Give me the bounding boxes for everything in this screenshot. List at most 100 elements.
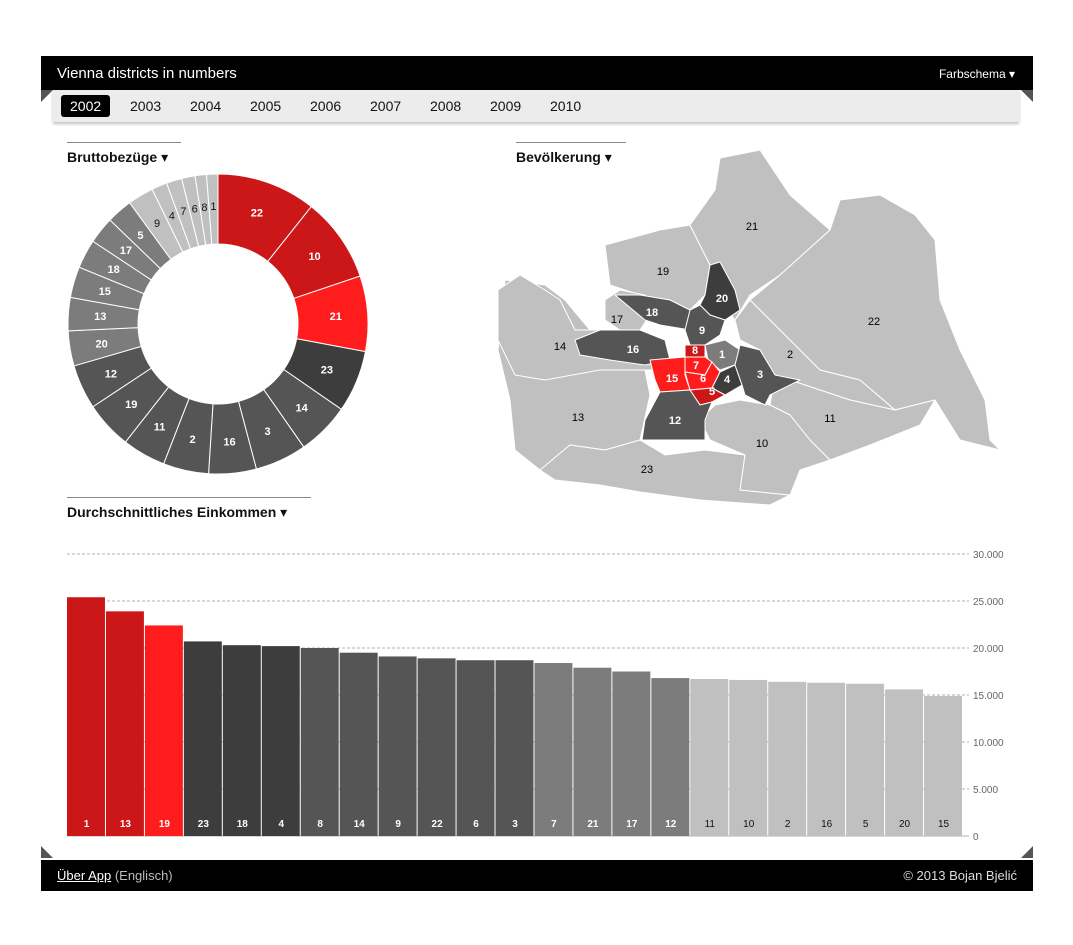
map-district-10[interactable] — [699, 399, 831, 496]
bar-label: 13 — [120, 819, 132, 830]
y-tick-label: 5.000 — [973, 785, 998, 796]
year-tab-2004[interactable]: 2004 — [190, 98, 222, 114]
donut-slice-label: 1 — [210, 201, 216, 213]
bar-label: 1 — [84, 819, 90, 830]
bar-district-12[interactable] — [651, 678, 690, 836]
year-tab-2009[interactable]: 2009 — [490, 98, 522, 114]
map-district-3[interactable] — [734, 344, 801, 406]
donut-slice-label: 3 — [265, 426, 271, 438]
donut-metric-dropdown[interactable]: Bruttobezüge ▾ — [67, 142, 181, 166]
y-tick-label: 10.000 — [973, 738, 1004, 749]
map-label-21: 21 — [746, 221, 758, 233]
bar-label: 6 — [473, 819, 479, 830]
map-label-6: 6 — [700, 373, 706, 385]
bar-district-9[interactable] — [378, 656, 417, 836]
donut-slice-label: 23 — [321, 364, 333, 376]
bar-district-4[interactable] — [261, 646, 300, 836]
map-district-12[interactable] — [641, 389, 713, 441]
y-tick-label: 20.000 — [973, 644, 1004, 655]
bar-label: 10 — [743, 819, 755, 830]
year-tab-2010[interactable]: 2010 — [550, 98, 582, 114]
donut-slice-label: 12 — [105, 369, 117, 381]
bar-district-6[interactable] — [456, 660, 495, 836]
bar-district-13[interactable] — [105, 611, 144, 836]
bar-district-22[interactable] — [417, 658, 456, 836]
donut-slice-label: 10 — [308, 251, 320, 263]
about-area: Über App (Englisch) — [57, 868, 173, 883]
bar-district-23[interactable] — [183, 641, 222, 836]
footer-fold-left — [41, 846, 53, 858]
donut-slice-1[interactable] — [205, 173, 219, 245]
district-map: 21 22 19 20 18 17 9 2 14 16 8 1 7 15 6 4… — [497, 150, 1001, 506]
map-label-17: 17 — [611, 314, 623, 326]
year-tab-2003[interactable]: 2003 — [130, 98, 162, 114]
bar-label: 11 — [705, 819, 716, 830]
donut-slice-label: 9 — [154, 218, 160, 230]
bar-label: 5 — [863, 819, 869, 830]
about-language-note: (Englisch) — [114, 868, 173, 883]
bar-district-7[interactable] — [534, 663, 573, 836]
map-label-11: 11 — [824, 413, 835, 425]
map-metric-dropdown[interactable]: Bevölkerung ▾ — [516, 142, 626, 166]
bar-district-14[interactable] — [339, 652, 378, 836]
bar-district-17[interactable] — [612, 671, 651, 837]
donut-slice-label: 19 — [125, 399, 137, 411]
donut-slice-label: 16 — [223, 436, 235, 448]
bar-district-1[interactable] — [67, 597, 105, 836]
donut-slice-label: 15 — [99, 286, 111, 298]
map-district-9[interactable] — [684, 304, 726, 346]
bar-district-16[interactable] — [807, 682, 846, 836]
donut-slice-label: 4 — [169, 210, 175, 222]
map-label-18: 18 — [646, 307, 658, 319]
color-scheme-dropdown[interactable]: Farbschema ▾ — [938, 67, 1015, 81]
bar-district-21[interactable] — [573, 667, 612, 836]
map-label-20: 20 — [716, 293, 728, 305]
bar-district-2[interactable] — [768, 681, 807, 836]
bar-district-19[interactable] — [144, 625, 183, 836]
bar-district-15[interactable] — [924, 695, 962, 836]
bar-district-10[interactable] — [729, 679, 768, 836]
donut-slice-label: 18 — [108, 264, 120, 276]
bar-metric-dropdown[interactable]: Durchschnittliches Einkommen ▾ — [67, 497, 311, 521]
bar-label: 23 — [198, 819, 210, 830]
map-label-15: 15 — [666, 373, 678, 385]
bar-district-8[interactable] — [300, 648, 339, 836]
year-tab-2006[interactable]: 2006 — [310, 98, 342, 114]
bar-label: 9 — [395, 819, 401, 830]
app-header: Vienna districts in numbers Farbschema ▾ — [41, 56, 1033, 90]
bar-district-18[interactable] — [222, 645, 261, 836]
donut-slice-label: 14 — [295, 402, 308, 414]
map-label-8: 8 — [692, 345, 698, 357]
bar-label: 15 — [938, 819, 950, 830]
map-label-7: 7 — [693, 360, 699, 372]
map-label-12: 12 — [669, 415, 681, 427]
y-tick-label: 15.000 — [973, 691, 1004, 702]
year-tab-2008[interactable]: 2008 — [430, 98, 462, 114]
donut-slice-label: 21 — [330, 311, 342, 323]
bar-label: 21 — [587, 819, 599, 830]
bar-label: 14 — [354, 819, 366, 830]
bar-district-5[interactable] — [846, 683, 885, 836]
copyright: © 2013 Bojan Bjelić — [903, 868, 1017, 883]
year-tab-2002[interactable]: 2002 — [61, 95, 111, 117]
bar-district-3[interactable] — [495, 660, 534, 836]
bar-label: 20 — [899, 819, 911, 830]
donut-slice-label: 11 — [154, 422, 166, 434]
map-label-2: 2 — [787, 349, 793, 361]
donut-slice-label: 22 — [251, 208, 263, 220]
bar-district-11[interactable] — [690, 679, 729, 836]
bar-label: 17 — [626, 819, 638, 830]
app-title: Vienna districts in numbers — [57, 65, 237, 82]
about-app-link[interactable]: Über App — [57, 868, 112, 883]
footer-fold-right — [1021, 846, 1033, 858]
year-tab-2007[interactable]: 2007 — [370, 98, 402, 114]
donut-slice-label: 6 — [192, 203, 198, 215]
map-label-22: 22 — [868, 316, 880, 328]
map-label-19: 19 — [657, 266, 669, 278]
donut-slice-label: 5 — [137, 230, 143, 242]
map-district-19[interactable] — [604, 224, 711, 311]
bar-district-20[interactable] — [885, 689, 924, 836]
year-tab-2005[interactable]: 2005 — [250, 98, 282, 114]
app-footer: Über App (Englisch) © 2013 Bojan Bjelić — [41, 860, 1033, 891]
